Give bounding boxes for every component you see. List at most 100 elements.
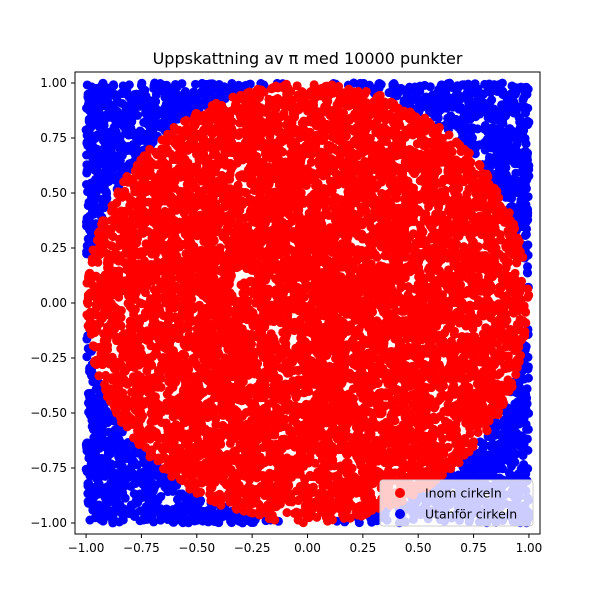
data-point: [82, 352, 92, 362]
data-point: [197, 78, 207, 88]
data-point: [516, 126, 526, 136]
data-point: [114, 452, 124, 462]
data-point: [101, 83, 111, 93]
data-point: [84, 149, 94, 159]
data-point: [170, 112, 180, 122]
data-point: [96, 110, 106, 120]
data-point: [480, 121, 490, 131]
data-point: [90, 513, 100, 523]
data-point: [486, 87, 496, 97]
data-point: [472, 103, 482, 113]
data-point: [123, 101, 133, 111]
data-point: [402, 89, 412, 99]
data-point: [83, 89, 93, 99]
data-point: [149, 484, 159, 494]
data-point: [522, 424, 532, 434]
data-point: [105, 460, 115, 470]
data-points-layer: [81, 78, 534, 528]
data-point: [469, 466, 479, 476]
data-point: [210, 517, 220, 527]
data-point: [87, 158, 97, 168]
data-point: [133, 110, 143, 120]
data-point: [521, 139, 531, 149]
data-point: [519, 417, 529, 427]
data-point: [400, 96, 410, 106]
data-point: [479, 89, 489, 99]
data-point: [169, 517, 179, 527]
data-point: [511, 449, 521, 459]
data-point: [504, 125, 514, 135]
data-point: [520, 465, 530, 475]
data-point: [443, 79, 452, 89]
data-point: [484, 79, 494, 89]
data-point: [178, 518, 188, 528]
data-point: [88, 97, 98, 107]
data-point: [376, 80, 386, 90]
data-point: [159, 104, 169, 114]
data-point: [158, 81, 168, 91]
data-point: [107, 141, 117, 151]
data-point: [90, 448, 100, 458]
data-point: [90, 437, 100, 447]
data-point: [123, 122, 133, 132]
data-point: [145, 472, 155, 482]
data-point: [103, 108, 113, 118]
data-point: [433, 113, 443, 123]
data-point: [478, 440, 488, 450]
data-point: [449, 472, 459, 482]
data-point: [85, 217, 95, 227]
data-point: [523, 204, 533, 214]
data-point: [107, 434, 117, 444]
data-point: [176, 507, 186, 517]
data-point: [478, 106, 488, 116]
data-point: [98, 516, 108, 526]
data-point: [122, 85, 132, 95]
data-point: [124, 159, 134, 169]
data-point: [218, 511, 228, 521]
data-point: [493, 430, 503, 440]
data-point: [97, 125, 107, 135]
data-point: [125, 92, 135, 102]
data-point: [522, 151, 532, 161]
data-point: [146, 464, 156, 474]
data-point: [501, 192, 511, 202]
data-point: [515, 441, 525, 451]
data-point: [118, 515, 128, 525]
data-point: [523, 373, 533, 383]
data-point: [91, 422, 101, 432]
data-point: [112, 95, 122, 105]
data-point: [524, 161, 534, 171]
data-point: [156, 492, 166, 502]
data-point: [95, 485, 105, 495]
data-point: [226, 82, 236, 92]
data-point: [124, 130, 134, 140]
data-point: [135, 126, 145, 136]
data-point: [163, 112, 173, 122]
data-point: [169, 95, 179, 105]
data-point: [181, 88, 191, 98]
data-point: [139, 506, 149, 516]
data-point: [131, 497, 141, 507]
data-point: [491, 417, 501, 427]
data-point: [488, 439, 498, 449]
data-point: [235, 83, 245, 93]
data-point: [501, 414, 511, 424]
data-point: [481, 139, 491, 149]
data-point: [435, 104, 445, 114]
data-point: [87, 179, 97, 189]
data-point: [99, 98, 109, 108]
data-point: [113, 151, 123, 161]
data-point: [513, 397, 523, 407]
data-point: [520, 391, 530, 401]
data-point: [425, 105, 435, 115]
data-point: [105, 506, 115, 516]
data-point: [92, 132, 102, 142]
data-point: [501, 427, 511, 437]
data-point: [122, 450, 132, 460]
data-point: [465, 113, 475, 123]
data-point: [524, 117, 534, 127]
data-point: [451, 84, 461, 94]
data-point: [472, 140, 482, 150]
data-point: [518, 95, 528, 105]
